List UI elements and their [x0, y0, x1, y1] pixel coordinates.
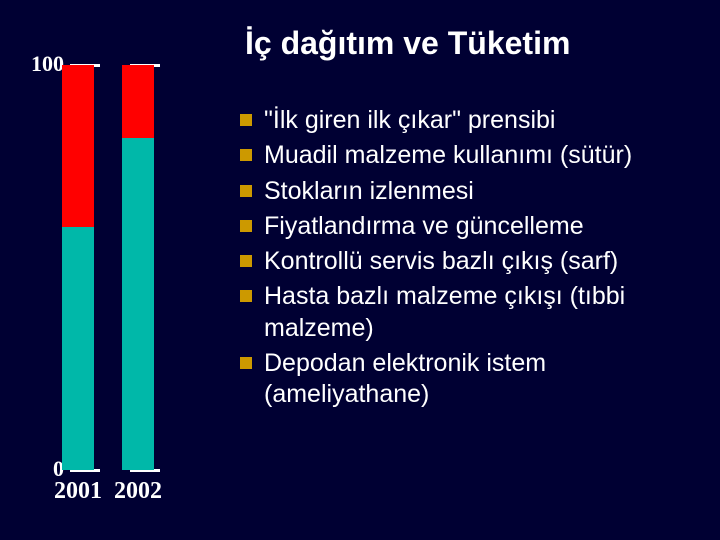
- bullet-text: Fiyatlandırma ve güncelleme: [264, 211, 700, 242]
- bar: [62, 65, 94, 470]
- list-item: Hasta bazlı malzeme çıkışı (tıbbi malzem…: [240, 281, 700, 344]
- bullet-icon: [240, 357, 252, 369]
- slide: İç dağıtım ve Tüketim 100020012002 "İlk …: [0, 0, 720, 540]
- bullet-icon: [240, 255, 252, 267]
- bullet-icon: [240, 220, 252, 232]
- bar: [122, 65, 154, 470]
- bar-segment-teal: [122, 138, 154, 470]
- bullet-text: Hasta bazlı malzeme çıkışı (tıbbi malzem…: [264, 281, 700, 344]
- bullet-text: Muadil malzeme kullanımı (sütür): [264, 140, 700, 171]
- slide-title: İç dağıtım ve Tüketim: [245, 25, 570, 62]
- x-axis-label: 2002: [98, 478, 178, 505]
- bullet-icon: [240, 290, 252, 302]
- bullet-text: "İlk giren ilk çıkar" prensibi: [264, 105, 700, 136]
- list-item: Stokların izlenmesi: [240, 176, 700, 207]
- bullet-text: Stokların izlenmesi: [264, 176, 700, 207]
- bullet-icon: [240, 185, 252, 197]
- bullet-list: "İlk giren ilk çıkar" prensibi Muadil mal…: [240, 105, 700, 414]
- bullet-icon: [240, 114, 252, 126]
- list-item: Fiyatlandırma ve güncelleme: [240, 211, 700, 242]
- bullet-text: Kontrollü servis bazlı çıkış (sarf): [264, 246, 700, 277]
- list-item: Kontrollü servis bazlı çıkış (sarf): [240, 246, 700, 277]
- bar-segment-teal: [62, 227, 94, 470]
- list-item: Muadil malzeme kullanımı (sütür): [240, 140, 700, 171]
- y-axis-label: 100: [30, 51, 64, 77]
- bar-segment-red: [62, 65, 94, 227]
- list-item: "İlk giren ilk çıkar" prensibi: [240, 105, 700, 136]
- list-item: Depodan elektronik istem (ameliyathane): [240, 348, 700, 411]
- bar-segment-red: [122, 65, 154, 138]
- bullet-text: Depodan elektronik istem (ameliyathane): [264, 348, 700, 411]
- bullet-icon: [240, 149, 252, 161]
